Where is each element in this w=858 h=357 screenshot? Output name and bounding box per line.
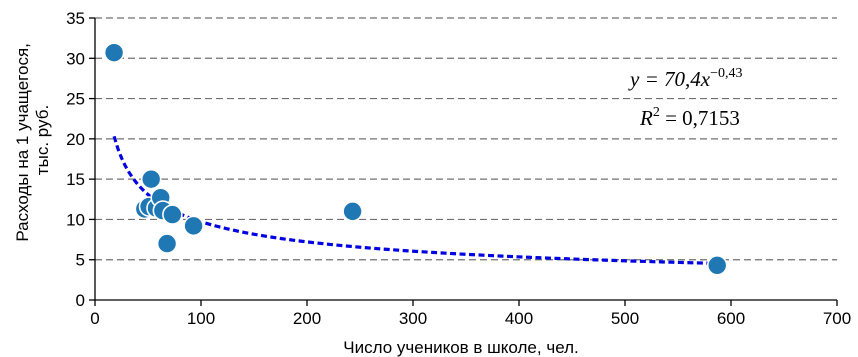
data-points [103, 42, 728, 276]
ticks: 0 5 10 15 20 25 30 35 0 100 200 300 400 500 600 700 [66, 9, 851, 328]
data-point-12 [706, 255, 728, 276]
equation-prefix: y = 70,4 [628, 67, 701, 91]
r2-prefix: R [639, 106, 653, 130]
y-tick-label-30: 30 [66, 49, 85, 68]
x-tick-label-100: 100 [187, 309, 215, 328]
y-tick-label-20: 20 [66, 130, 85, 149]
data-point-11 [342, 201, 363, 222]
equation-annotation: y = 70,4x−0,43 [628, 66, 742, 91]
data-point-9 [162, 204, 183, 225]
x-tick-label-200: 200 [293, 309, 321, 328]
trendline-group [112, 135, 718, 266]
data-point-1 [103, 42, 125, 63]
data-point-10 [183, 215, 204, 237]
y-tick-label-10: 10 [66, 210, 85, 229]
y-tick-label-15: 15 [66, 170, 85, 189]
x-tick-label-600: 600 [717, 309, 745, 328]
r2-value: = 0,7153 [660, 106, 740, 130]
x-tick-label-0: 0 [90, 309, 99, 328]
trendline [112, 135, 718, 266]
axes [94, 18, 837, 301]
y-axis-title: Расходы на 1 учащегося, тыс. руб. [13, 38, 52, 241]
y-tick-label-35: 35 [66, 9, 85, 28]
y-tick-label-5: 5 [76, 251, 85, 270]
data-point-4 [140, 168, 162, 190]
x-tick-label-400: 400 [505, 309, 533, 328]
r-squared-annotation: R2 = 0,7153 [639, 105, 740, 130]
x-axis-title: Число учеников в школе, чел. [343, 338, 578, 357]
equation-exp: −0,43 [710, 66, 742, 81]
grid-lines [95, 17, 837, 261]
data-point-8 [156, 233, 178, 254]
y-axis-title-line-2: тыс. руб. [33, 105, 52, 175]
y-axis-title-line-1: Расходы на 1 учащегося, [13, 43, 32, 242]
equation-var: x [700, 67, 711, 91]
y-tick-label-0: 0 [76, 291, 85, 310]
x-tick-label-500: 500 [611, 309, 639, 328]
x-tick-label-300: 300 [399, 309, 427, 328]
r2-exp: 2 [653, 105, 660, 120]
x-tick-label-700: 700 [823, 309, 851, 328]
y-tick-label-25: 25 [66, 90, 85, 109]
